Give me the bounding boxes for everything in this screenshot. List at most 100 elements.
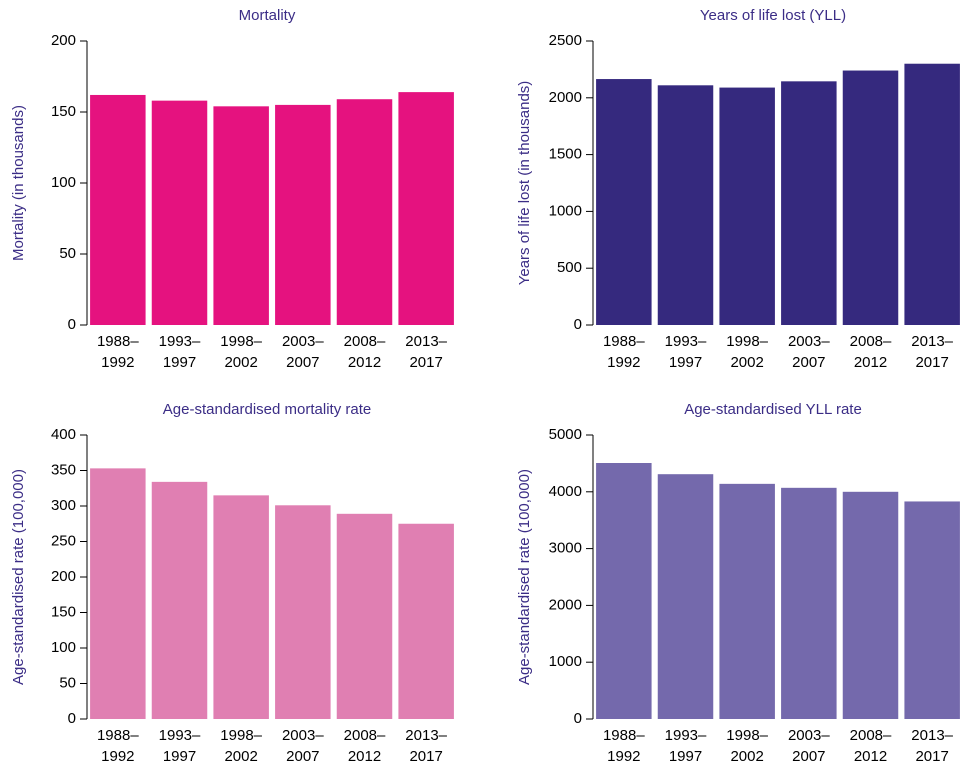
y-tick-label: 350 [51,461,76,478]
x-tick-label: 1988– [97,333,139,350]
y-tick-label: 1500 [549,146,582,163]
y-tick-label: 0 [68,316,76,333]
y-tick-label: 100 [51,174,76,191]
y-tick-label: 1000 [549,202,582,219]
x-tick-label: 2012 [348,354,381,371]
x-tick-label: 2007 [286,748,319,765]
y-tick-label: 50 [59,674,76,691]
x-tick-label: 1998– [220,727,262,744]
x-tick-label: 2012 [854,354,887,371]
bar [398,523,454,719]
bar [213,106,269,325]
x-tick-label: 2002 [224,354,257,371]
x-tick-label: 1997 [669,354,702,371]
x-tick-label: 2017 [409,354,442,371]
y-tick-label: 300 [51,497,76,514]
x-tick-label: 2003– [788,333,830,350]
x-tick-label: 1998– [726,333,768,350]
x-tick-label: 2017 [915,748,948,765]
x-tick-label: 2013– [911,333,953,350]
x-tick-label: 2003– [788,727,830,744]
chart-title: Age-standardised mortality rate [163,401,371,418]
y-axis-label: Mortality (in thousands) [10,105,27,261]
x-tick-label: 2013– [405,727,447,744]
y-tick-label: 2000 [549,89,582,106]
bar [842,70,899,325]
bar [904,501,960,719]
y-tick-label: 100 [51,639,76,656]
bar [336,99,393,325]
x-tick-label: 2013– [911,727,953,744]
bar [336,513,393,719]
x-tick-label: 2017 [409,748,442,765]
y-tick-label: 200 [51,32,76,49]
x-tick-label: 1993– [665,333,707,350]
x-tick-label: 2002 [730,748,763,765]
x-tick-label: 2002 [224,748,257,765]
y-tick-label: 0 [68,710,76,727]
bar [657,85,714,325]
bar [596,79,652,325]
y-tick-label: 0 [574,710,582,727]
bar [90,468,146,719]
bar [781,81,837,325]
bar [781,487,837,719]
x-tick-label: 1997 [163,748,196,765]
x-tick-label: 1992 [101,354,134,371]
x-tick-label: 2002 [730,354,763,371]
x-tick-label: 1988– [97,727,139,744]
x-tick-label: 1993– [665,727,707,744]
x-tick-label: 2003– [282,727,324,744]
x-tick-label: 1993– [159,333,201,350]
x-tick-label: 2007 [286,354,319,371]
x-tick-label: 2012 [348,748,381,765]
x-tick-label: 1998– [726,727,768,744]
x-tick-label: 2008– [344,727,386,744]
y-tick-label: 2500 [549,32,582,49]
bar [904,63,960,325]
x-tick-label: 1988– [603,333,645,350]
bar [213,495,269,719]
y-tick-label: 200 [51,568,76,585]
x-tick-label: 1998– [220,333,262,350]
bar [151,100,208,325]
y-tick-label: 1000 [549,653,582,670]
x-tick-label: 2008– [344,333,386,350]
chart-title: Years of life lost (YLL) [700,7,846,24]
y-axis-label: Age-standardised rate (100,000) [10,469,27,685]
x-tick-label: 2007 [792,354,825,371]
x-tick-label: 2008– [850,727,892,744]
chart-title: Age-standardised YLL rate [684,401,862,418]
bar [151,481,208,719]
x-tick-label: 1997 [669,748,702,765]
y-tick-label: 400 [51,426,76,443]
y-tick-label: 500 [557,259,582,276]
y-tick-label: 50 [59,245,76,262]
y-tick-label: 150 [51,103,76,120]
x-tick-label: 1992 [101,748,134,765]
bar [275,104,331,326]
y-tick-label: 3000 [549,540,582,557]
y-tick-label: 250 [51,532,76,549]
bar [596,463,652,719]
x-tick-label: 2012 [854,748,887,765]
x-tick-label: 1988– [603,727,645,744]
y-tick-label: 0 [574,316,582,333]
bar [719,483,775,719]
y-tick-label: 4000 [549,483,582,500]
y-axis-label: Years of life lost (in thousands) [516,81,533,286]
x-tick-label: 2017 [915,354,948,371]
x-tick-label: 2007 [792,748,825,765]
bar [398,92,454,326]
bar [842,491,899,719]
x-tick-label: 2008– [850,333,892,350]
y-axis-label: Age-standardised rate (100,000) [516,469,533,685]
x-tick-label: 1997 [163,354,196,371]
x-tick-label: 1992 [607,354,640,371]
y-tick-label: 150 [51,603,76,620]
bar [90,94,146,326]
y-tick-label: 5000 [549,426,582,443]
x-tick-label: 2003– [282,333,324,350]
x-tick-label: 1993– [159,727,201,744]
